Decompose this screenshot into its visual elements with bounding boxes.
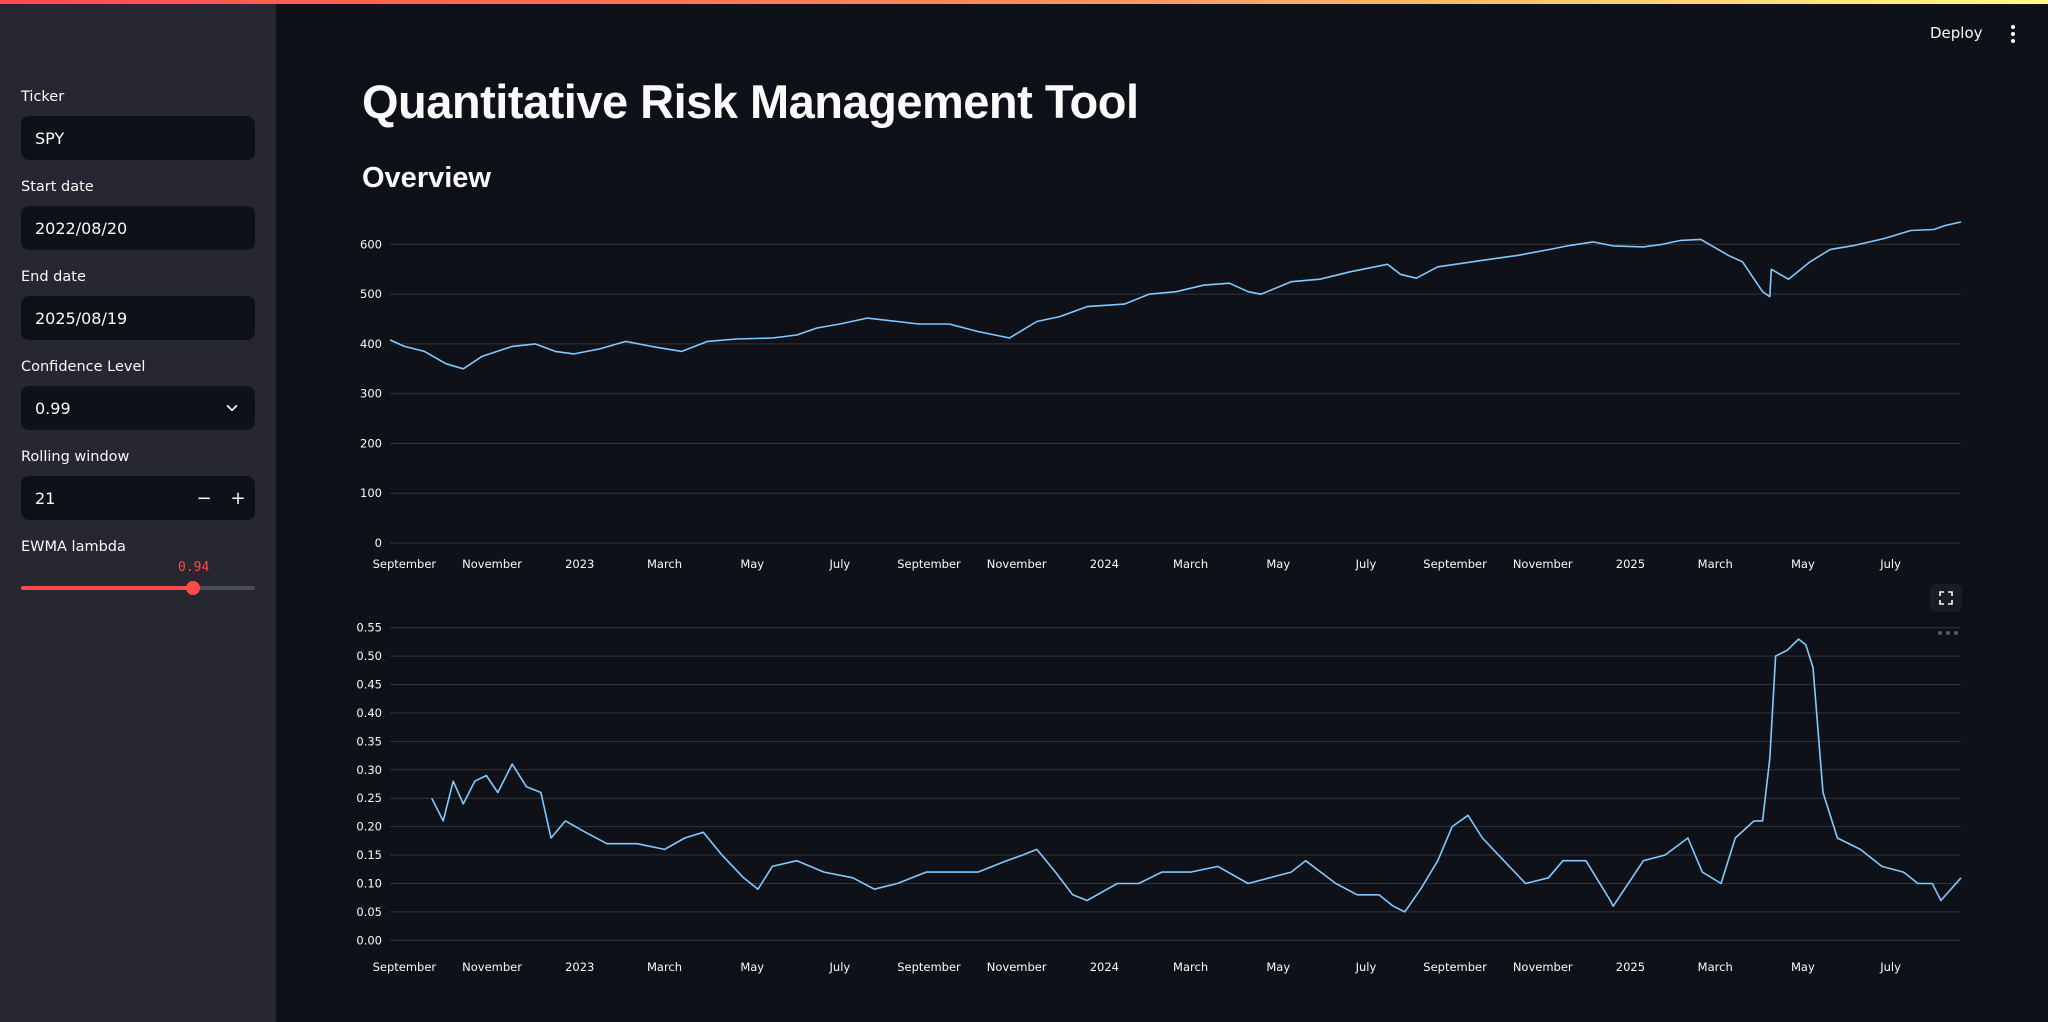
fullscreen-icon xyxy=(1939,591,1953,605)
rolling-window-input[interactable]: 21 − + xyxy=(21,476,255,520)
chevron-down-icon xyxy=(226,404,238,412)
rolling-window-label: Rolling window xyxy=(21,449,130,465)
volatility-chart-y-tick-label: 0.15 xyxy=(356,848,382,862)
volatility-chart-x-tick-label: September xyxy=(373,960,437,974)
price-chart-x-tick-label: July xyxy=(1879,557,1901,571)
rolling-window-value: 21 xyxy=(35,488,56,508)
volatility-chart-x-tick-label: July xyxy=(1355,960,1377,974)
price-chart-x-tick-label: September xyxy=(1423,557,1487,571)
price-chart-y-tick-label: 0 xyxy=(375,536,382,550)
end-date-input[interactable]: 2025/08/19 xyxy=(21,296,255,340)
ticker-label: Ticker xyxy=(21,89,65,105)
end-date-label: End date xyxy=(21,269,86,285)
volatility-chart-y-tick-label: 0.50 xyxy=(356,649,382,663)
volatility-chart-y-tick-label: 0.30 xyxy=(356,763,382,777)
volatility-chart-y-tick-label: 0.20 xyxy=(356,820,382,834)
price-chart-x-tick-label: July xyxy=(829,557,851,571)
price-chart-series-line xyxy=(389,221,1962,370)
ticker-field: Ticker SPY xyxy=(21,86,255,160)
kebab-menu-icon[interactable] xyxy=(2006,22,2020,46)
start-date-label: Start date xyxy=(21,179,94,195)
volatility-chart-y-tick-label: 0.55 xyxy=(356,621,382,635)
price-chart-x-tick-label: May xyxy=(1266,557,1290,571)
price-chart-x-tick-label: May xyxy=(740,557,764,571)
volatility-chart-y-tick-label: 0.10 xyxy=(356,876,382,890)
ewma-slider-thumb[interactable] xyxy=(186,581,200,595)
volatility-chart-x-tick-label: November xyxy=(1513,960,1573,974)
price-chart-x-tick-label: March xyxy=(647,557,682,571)
ewma-slider-track[interactable] xyxy=(21,586,255,590)
price-chart-x-tick-label: March xyxy=(1173,557,1208,571)
ewma-label: EWMA lambda xyxy=(21,539,126,555)
volatility-chart-x-tick-label: May xyxy=(740,960,764,974)
deploy-button[interactable]: Deploy xyxy=(1930,24,1983,42)
volatility-chart-x-tick-label: 2023 xyxy=(565,960,594,974)
price-chart-x-tick-label: September xyxy=(373,557,437,571)
price-chart-x-tick-label: May xyxy=(1791,557,1815,571)
volatility-chart-x-tick-label: July xyxy=(1879,960,1901,974)
ewma-field: EWMA lambda 0.94 xyxy=(21,536,255,596)
increment-button[interactable]: + xyxy=(230,487,246,509)
volatility-chart-x-tick-label: March xyxy=(1698,960,1733,974)
confidence-value: 0.99 xyxy=(35,398,71,418)
stepper: − + xyxy=(187,476,255,520)
volatility-chart-y-tick-label: 0.35 xyxy=(356,734,382,748)
price-chart-x-tick-label: September xyxy=(897,557,961,571)
sidebar: Ticker SPY Start date 2022/08/20 End dat… xyxy=(0,0,276,1022)
price-chart-x-tick-label: July xyxy=(1355,557,1377,571)
top-decoration-stripe xyxy=(0,0,2048,4)
volatility-chart-x-tick-label: 2025 xyxy=(1616,960,1645,974)
volatility-chart-y-tick-label: 0.45 xyxy=(356,678,382,692)
start-date-value: 2022/08/20 xyxy=(35,218,128,238)
price-chart-y-tick-label: 600 xyxy=(360,237,382,251)
volatility-chart-x-tick-label: March xyxy=(1173,960,1208,974)
price-chart-x-tick-label: March xyxy=(1698,557,1733,571)
volatility-chart-x-tick-label: July xyxy=(829,960,851,974)
volatility-chart-series-line xyxy=(430,638,1962,913)
price-chart-x-tick-label: November xyxy=(1513,557,1573,571)
price-chart-y-tick-label: 500 xyxy=(360,287,382,301)
volatility-chart-y-tick-label: 0.05 xyxy=(356,905,382,919)
confidence-select[interactable]: 0.99 xyxy=(21,386,255,430)
price-chart-x-tick-label: November xyxy=(462,557,522,571)
price-chart-x-tick-label: 2025 xyxy=(1616,557,1645,571)
price-chart-x-tick-label: November xyxy=(987,557,1047,571)
price-chart-y-tick-label: 100 xyxy=(360,486,382,500)
end-date-field: End date 2025/08/19 xyxy=(21,266,255,340)
ewma-slider-value: 0.94 xyxy=(178,560,210,575)
overview-subheader: Overview xyxy=(362,162,491,194)
ticker-input[interactable]: SPY xyxy=(21,116,255,160)
price-chart-x-tick-label: 2024 xyxy=(1090,557,1119,571)
start-date-field: Start date 2022/08/20 xyxy=(21,176,255,250)
volatility-chart-x-tick-label: November xyxy=(987,960,1047,974)
volatility-chart-x-tick-label: March xyxy=(647,960,682,974)
volatility-chart-y-tick-label: 0.00 xyxy=(356,933,382,947)
start-date-input[interactable]: 2022/08/20 xyxy=(21,206,255,250)
price-chart-x-tick-label: 2023 xyxy=(565,557,594,571)
rolling-window-field: Rolling window 21 − + xyxy=(21,446,255,520)
price-chart-y-tick-label: 200 xyxy=(360,436,382,450)
ticker-value: SPY xyxy=(35,128,65,148)
volatility-chart-x-tick-label: November xyxy=(462,960,522,974)
ewma-slider-fill xyxy=(21,586,193,590)
volatility-chart-x-tick-label: 2024 xyxy=(1090,960,1119,974)
chart-more-options-icon[interactable] xyxy=(1938,628,1958,638)
volatility-chart-x-tick-label: September xyxy=(1423,960,1487,974)
price-chart-y-tick-label: 400 xyxy=(360,337,382,351)
volatility-chart-y-tick-label: 0.25 xyxy=(356,791,382,805)
volatility-chart-x-tick-label: May xyxy=(1791,960,1815,974)
end-date-value: 2025/08/19 xyxy=(35,308,128,328)
page-title: Quantitative Risk Management Tool xyxy=(362,75,1139,128)
confidence-field: Confidence Level 0.99 xyxy=(21,356,255,430)
volatility-chart-y-tick-label: 0.40 xyxy=(356,706,382,720)
volatility-chart-x-tick-label: September xyxy=(897,960,961,974)
volatility-chart-x-tick-label: May xyxy=(1266,960,1290,974)
decrement-button[interactable]: − xyxy=(196,487,212,509)
fullscreen-button[interactable] xyxy=(1930,584,1962,612)
price-chart-y-tick-label: 300 xyxy=(360,387,382,401)
confidence-label: Confidence Level xyxy=(21,359,146,375)
